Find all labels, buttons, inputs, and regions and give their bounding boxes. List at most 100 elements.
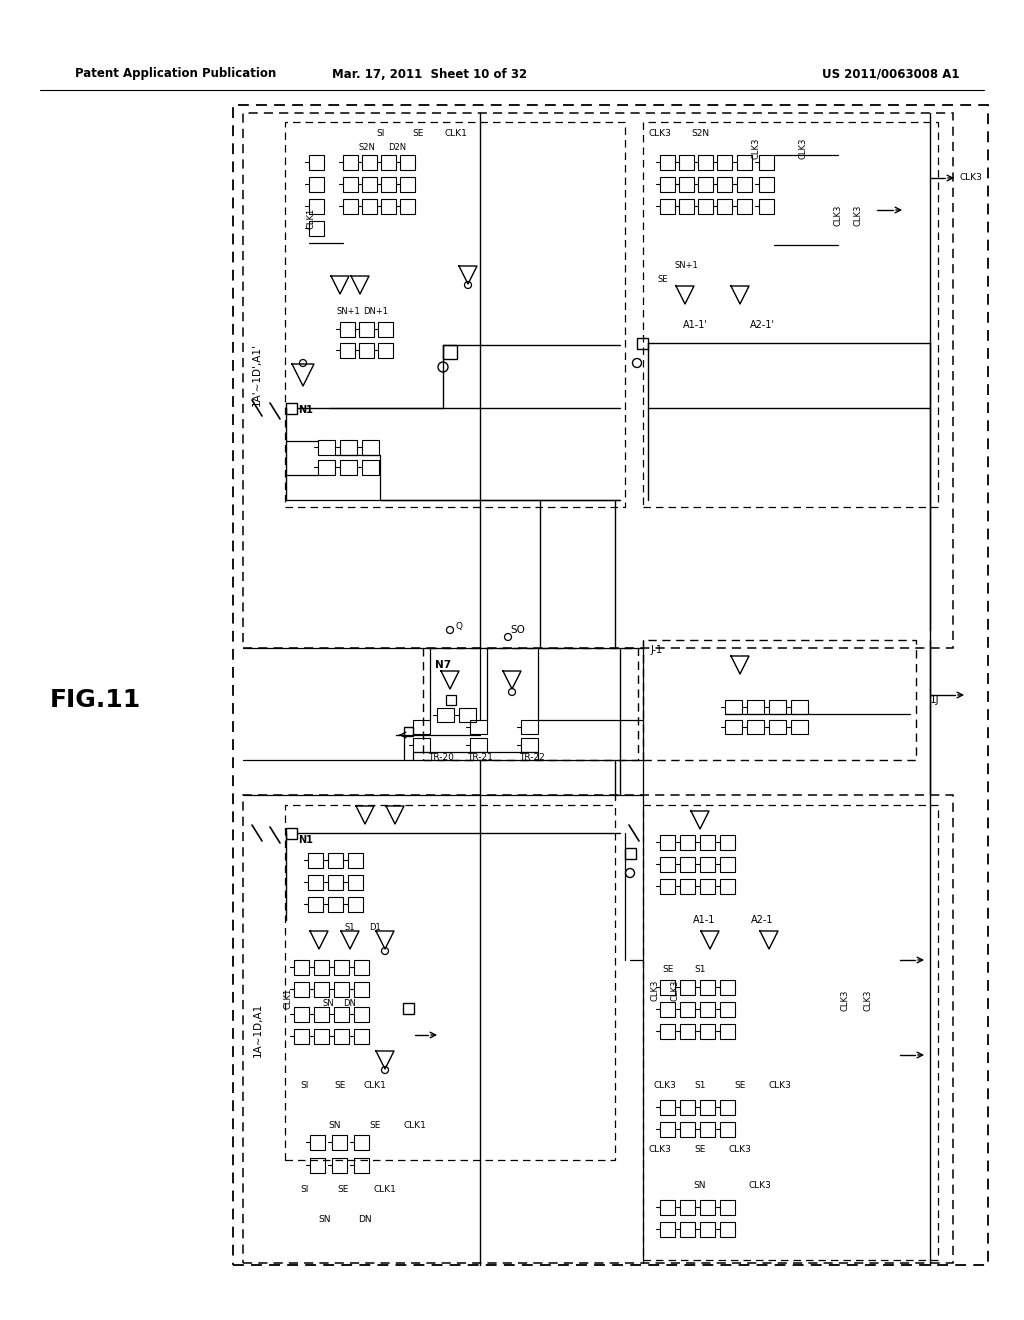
Bar xyxy=(700,1222,715,1237)
Bar xyxy=(294,1007,309,1022)
Bar xyxy=(680,879,695,894)
Bar xyxy=(700,836,715,850)
Bar xyxy=(308,898,323,912)
Text: CLK1: CLK1 xyxy=(444,128,467,137)
Bar xyxy=(791,719,808,734)
Text: SI: SI xyxy=(301,1081,309,1089)
Bar xyxy=(521,738,538,752)
Bar xyxy=(309,177,324,191)
Bar xyxy=(354,1158,369,1173)
Bar xyxy=(334,982,349,997)
Bar xyxy=(720,1024,735,1039)
Text: SN: SN xyxy=(693,1180,707,1189)
Bar xyxy=(381,177,396,191)
Bar xyxy=(314,1007,329,1022)
Bar xyxy=(309,220,324,236)
Text: FIG.11: FIG.11 xyxy=(49,688,140,711)
Text: SI: SI xyxy=(301,1185,309,1195)
Bar xyxy=(310,1158,325,1173)
Text: CLK3: CLK3 xyxy=(841,989,850,1011)
Bar xyxy=(680,1024,695,1039)
Bar xyxy=(328,853,343,869)
Text: CLK3: CLK3 xyxy=(752,137,761,158)
Text: CLK3: CLK3 xyxy=(653,1081,677,1089)
Text: CLK3: CLK3 xyxy=(769,1081,792,1089)
Bar xyxy=(679,154,694,170)
Bar xyxy=(720,1002,735,1016)
Text: A2-1': A2-1' xyxy=(750,319,774,330)
Text: SE: SE xyxy=(370,1121,381,1130)
Text: TR-20: TR-20 xyxy=(428,754,454,763)
Text: CLK1: CLK1 xyxy=(374,1185,396,1195)
Bar xyxy=(660,1122,675,1137)
Text: SE: SE xyxy=(337,1185,349,1195)
Bar xyxy=(423,648,638,760)
Text: 1A'∼1D',A1': 1A'∼1D',A1' xyxy=(252,343,262,407)
Text: SE: SE xyxy=(734,1081,745,1089)
Bar xyxy=(660,979,675,995)
Bar xyxy=(381,154,396,170)
Bar xyxy=(362,177,377,191)
Bar xyxy=(680,1200,695,1214)
Bar xyxy=(354,1135,369,1150)
Text: CLK1: CLK1 xyxy=(403,1121,426,1130)
Text: CLK3: CLK3 xyxy=(648,1146,672,1155)
Bar xyxy=(359,322,374,337)
Bar xyxy=(308,875,323,890)
Bar xyxy=(470,738,487,752)
Bar xyxy=(403,1003,414,1014)
Bar xyxy=(400,154,415,170)
Bar xyxy=(334,1030,349,1044)
Bar xyxy=(309,199,324,214)
Text: SE: SE xyxy=(663,965,674,974)
Bar xyxy=(362,154,377,170)
Bar xyxy=(700,1200,715,1214)
Bar xyxy=(769,700,786,714)
Bar xyxy=(769,719,786,734)
Bar xyxy=(720,1122,735,1137)
Bar xyxy=(737,199,752,214)
Bar xyxy=(359,343,374,358)
Bar xyxy=(294,982,309,997)
Bar xyxy=(334,1007,349,1022)
Bar xyxy=(437,708,454,722)
Bar xyxy=(459,708,476,722)
Bar xyxy=(725,700,742,714)
Text: CLK1: CLK1 xyxy=(306,207,315,228)
Bar xyxy=(243,795,953,1263)
Bar xyxy=(348,853,362,869)
Text: S2N: S2N xyxy=(691,128,709,137)
Bar xyxy=(378,343,393,358)
Bar xyxy=(294,960,309,975)
Bar xyxy=(720,979,735,995)
Text: Q: Q xyxy=(455,622,462,631)
Text: SN: SN xyxy=(323,998,334,1007)
Bar xyxy=(285,805,615,1160)
Bar xyxy=(720,836,735,850)
Text: SE: SE xyxy=(694,1146,706,1155)
Text: CLK1: CLK1 xyxy=(284,987,293,1008)
Text: N7: N7 xyxy=(435,660,452,671)
Text: D2N: D2N xyxy=(388,144,407,153)
Text: US 2011/0063008 A1: US 2011/0063008 A1 xyxy=(822,67,961,81)
Text: SN: SN xyxy=(329,1121,341,1130)
Bar xyxy=(717,177,732,191)
Bar xyxy=(660,199,675,214)
Bar xyxy=(700,979,715,995)
Bar xyxy=(643,640,916,760)
Text: CLK3: CLK3 xyxy=(834,205,843,226)
Text: CLK3: CLK3 xyxy=(650,979,659,1001)
Bar xyxy=(660,1222,675,1237)
Bar xyxy=(680,857,695,873)
Text: SE: SE xyxy=(657,276,669,285)
Bar xyxy=(332,1135,347,1150)
Bar xyxy=(720,1100,735,1115)
Text: 1J: 1J xyxy=(930,696,940,705)
Bar xyxy=(700,879,715,894)
Bar xyxy=(746,700,764,714)
Bar xyxy=(698,177,713,191)
Text: CLK3: CLK3 xyxy=(648,128,672,137)
Bar xyxy=(318,459,335,475)
Bar xyxy=(720,857,735,873)
Bar xyxy=(340,343,355,358)
